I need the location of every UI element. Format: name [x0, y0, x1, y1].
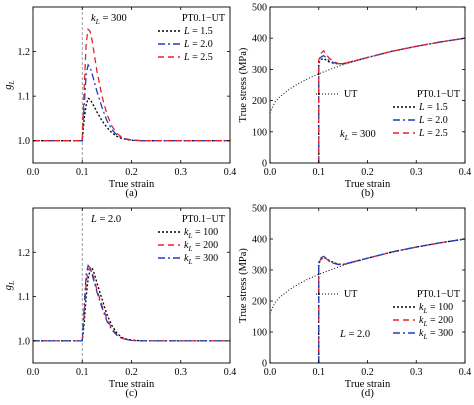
legend-label: L = 2.0: [418, 115, 448, 126]
x-tick-label: 0.3: [175, 367, 188, 378]
x-tick-label: 0.4: [459, 367, 472, 378]
series-line-3: [33, 27, 230, 142]
y-tick-label: 300: [252, 266, 267, 277]
svg-text:gL: gL: [3, 80, 16, 89]
series-line-1: [270, 238, 465, 314]
x-tick-label: 0.1: [313, 367, 326, 378]
series-line-1: [270, 37, 465, 114]
parameter-annotation: kL = 300: [340, 129, 376, 142]
x-tick-label: 0.0: [264, 167, 277, 178]
parameter-annotation: kL = 300: [91, 13, 127, 26]
legend-title: PT0.1−UT: [182, 214, 225, 225]
panel-label: (b): [361, 187, 374, 199]
series-line-2: [318, 37, 465, 163]
series-line-4: [318, 238, 465, 363]
series-line-1: [33, 97, 230, 142]
x-tick-label: 0.2: [361, 367, 374, 378]
y-tick-label: 1.2: [18, 47, 31, 58]
y-tick-label: 1.1: [18, 292, 31, 303]
y-tick-label: 100: [252, 127, 267, 138]
panel-d: 0.0 0.1 0.2 0.3 0.4 0 100 200 300 400 500 True stra…: [238, 204, 471, 400]
x-tick-label: 0.2: [361, 167, 374, 178]
legend-title: PT0.1−UT: [417, 89, 460, 100]
panel-label: (d): [361, 387, 374, 399]
x-tick-label: 0.0: [27, 367, 40, 378]
panel-c: 0.0 0.1 0.2 0.3 0.4 1.0 1.1 1.2 True strain gL (c)…: [3, 207, 237, 399]
legend-title: PT0.1−UT: [417, 289, 460, 300]
y-axis-label: True stress (MPa): [238, 47, 249, 122]
y-axis-label: gL: [3, 80, 16, 89]
legend-label: kL = 100: [184, 227, 218, 240]
series-line-2: [318, 238, 465, 363]
legend-label: kL = 100: [419, 302, 453, 315]
x-axis-label: True strain: [109, 379, 155, 390]
x-tick-label: 0.4: [224, 367, 237, 378]
svg-text:True stress (MPa): True stress (MPa): [238, 47, 249, 122]
series-line-2: [33, 266, 230, 342]
x-tick-label: 0.2: [125, 167, 138, 178]
series-line-3: [33, 264, 230, 342]
y-tick-label: 1.1: [18, 92, 31, 103]
y-tick-label: 1.0: [18, 136, 31, 147]
legend-title: PT0.1−UT: [182, 13, 225, 24]
y-tick-label: 200: [252, 297, 267, 308]
legend-label: L = 2.5: [183, 52, 213, 63]
series-line-3: [318, 238, 465, 363]
series-line-1: [33, 266, 230, 342]
panel-b: 0.0 0.1 0.2 0.3 0.4 0 100 200 300 400 500 True stra…: [238, 3, 471, 200]
legend-label: UT: [344, 289, 357, 300]
series-line-3: [318, 37, 465, 163]
x-tick-label: 0.3: [175, 167, 188, 178]
x-tick-label: 0.0: [27, 167, 40, 178]
legend-label: L = 1.5: [418, 102, 448, 113]
parameter-annotation: L = 2.0: [339, 329, 370, 340]
parameter-annotation: L = 2.0: [90, 214, 121, 225]
legend-label: kL = 200: [184, 240, 218, 253]
series-line-2: [33, 63, 230, 142]
y-tick-label: 100: [252, 328, 267, 339]
svg-text:True stress (MPa): True stress (MPa): [238, 248, 249, 323]
y-axis-label: gL: [3, 281, 16, 290]
x-axis-label: True strain: [109, 179, 155, 190]
x-tick-label: 0.1: [76, 167, 89, 178]
legend-label: L = 1.5: [183, 26, 213, 37]
x-tick-label: 0.4: [459, 167, 472, 178]
legend-label: L = 2.0: [183, 39, 213, 50]
x-tick-label: 0.3: [410, 167, 423, 178]
y-tick-label: 500: [252, 3, 267, 14]
x-tick-label: 0.1: [76, 367, 89, 378]
y-tick-label: 300: [252, 65, 267, 76]
x-axis-label: True strain: [345, 179, 391, 190]
svg-text:gL: gL: [3, 281, 16, 290]
legend-label: UT: [344, 89, 357, 100]
y-tick-label: 400: [252, 34, 267, 45]
y-tick-label: 500: [252, 204, 267, 215]
legend-label: kL = 300: [184, 253, 218, 266]
panel-label: (c): [125, 387, 138, 399]
x-tick-label: 0.0: [264, 367, 277, 378]
y-tick-label: 0: [262, 159, 267, 170]
x-tick-label: 0.2: [125, 367, 138, 378]
legend-label: kL = 300: [419, 328, 453, 341]
y-tick-label: 1.0: [18, 336, 31, 347]
y-tick-label: 400: [252, 235, 267, 246]
panel-a: 0.0 0.1 0.2 0.3 0.4 1.0 1.1 1.2 True strain gL (a)…: [3, 6, 237, 199]
x-tick-label: 0.3: [410, 367, 423, 378]
series-line-4: [318, 37, 465, 163]
y-tick-label: 1.2: [18, 248, 31, 259]
legend-label: L = 2.5: [418, 128, 448, 139]
x-axis-label: True strain: [345, 379, 391, 390]
y-tick-label: 0: [262, 359, 267, 370]
x-tick-label: 0.4: [224, 167, 237, 178]
panel-label: (a): [125, 187, 138, 199]
x-tick-label: 0.1: [313, 167, 326, 178]
y-tick-label: 200: [252, 96, 267, 107]
legend-label: kL = 200: [419, 315, 453, 328]
y-axis-label: True stress (MPa): [238, 248, 249, 323]
